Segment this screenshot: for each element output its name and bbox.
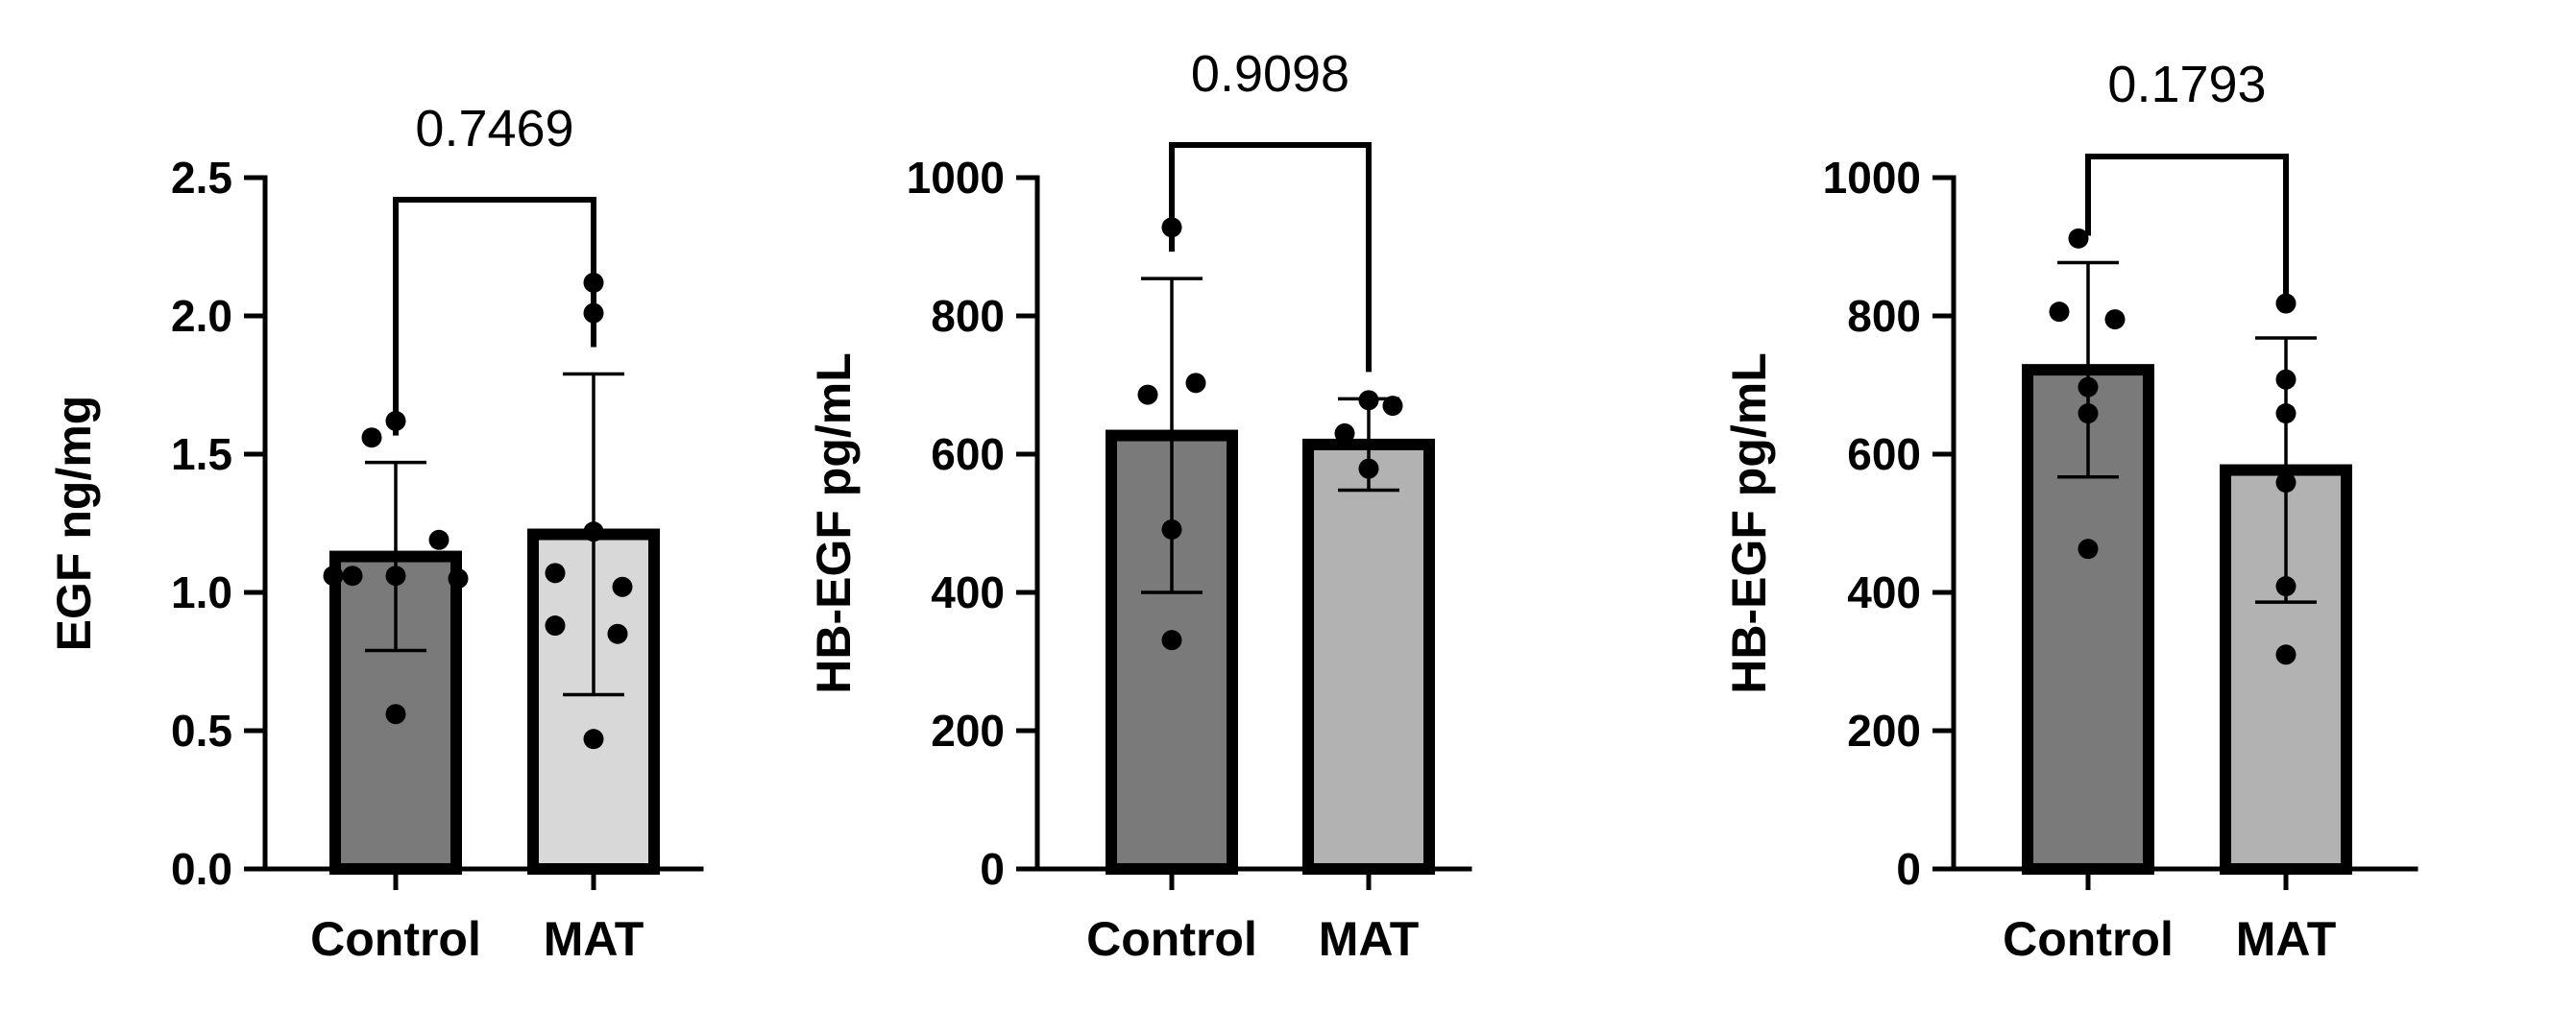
p-value-label: 0.1793 <box>2107 56 2266 113</box>
y-tick-label: 200 <box>931 706 1005 756</box>
y-tick-label: 0 <box>980 844 1005 894</box>
data-point-control <box>2049 301 2070 323</box>
x-tick-label-control: Control <box>310 912 481 966</box>
significance-bracket <box>1169 142 1372 373</box>
data-point-control <box>2078 539 2099 560</box>
data-point-mat <box>612 576 633 597</box>
x-tick-label-mat: MAT <box>1319 912 1420 966</box>
data-point-mat <box>1358 390 1379 411</box>
y-tick-label: 800 <box>931 291 1005 341</box>
error-bar-control <box>365 460 426 653</box>
data-point-control <box>2078 376 2099 398</box>
data-point-control <box>361 427 382 448</box>
x-tick-label-mat: MAT <box>2236 912 2337 966</box>
chart-panel-3: HB-EGF pg/mL 0 200 400 600 800 1000 Control MAT 0… <box>1722 56 2418 966</box>
p-value-label: 0.7469 <box>415 100 573 157</box>
p-value-label: 0.9098 <box>1191 45 1349 103</box>
data-point-mat <box>1334 422 1355 444</box>
y-tick-label: 1000 <box>907 153 1005 203</box>
data-point-mat <box>583 521 604 542</box>
data-point-mat <box>2275 403 2297 424</box>
data-point-mat <box>2275 576 2297 597</box>
y-tick-label: 200 <box>1847 706 1921 756</box>
y-tick-label: 0.5 <box>171 706 232 756</box>
error-bar-control <box>1141 277 1203 594</box>
bar-mat <box>1302 438 1435 875</box>
data-point-mat <box>545 615 566 637</box>
significance-bracket <box>393 197 596 436</box>
data-point-control <box>323 566 344 587</box>
data-point-control <box>1161 630 1182 651</box>
y-tick-label: 800 <box>1847 291 1921 341</box>
data-point-control <box>385 704 406 725</box>
data-point-control <box>2068 228 2089 249</box>
data-point-mat <box>2275 644 2297 665</box>
data-point-control <box>1137 384 1158 405</box>
data-point-control <box>2104 309 2126 330</box>
x-tick-label-control: Control <box>1086 912 1257 966</box>
y-tick-label: 400 <box>931 567 1005 617</box>
data-point-mat <box>583 729 604 750</box>
data-point-mat <box>2275 369 2297 390</box>
y-tick-label: 2.5 <box>171 153 232 203</box>
chart-panel-1: EGF ng/mg 0.0 0.5 1.0 1.5 2.0 2.5 Control MAT 0.7… <box>47 100 704 966</box>
data-point-control <box>1185 373 1206 394</box>
chart-panel-2: HB-EGF pg/mL 0 200 400 600 800 1000 Control MAT 0… <box>807 45 1472 966</box>
data-point-control <box>342 566 363 587</box>
data-point-mat <box>1382 396 1403 417</box>
y-axis-title: EGF ng/mg <box>47 396 101 652</box>
y-axis-title: HB-EGF pg/mL <box>1722 352 1776 694</box>
data-point-control <box>428 529 450 550</box>
y-tick-label: 2.0 <box>171 291 232 341</box>
significance-bracket <box>2085 154 2289 312</box>
y-tick-label: 600 <box>931 429 1005 479</box>
y-tick-label: 600 <box>1847 429 1921 479</box>
y-tick-label: 1.0 <box>171 567 232 617</box>
y-tick-label: 0 <box>1896 844 1921 894</box>
data-point-control <box>1161 518 1182 540</box>
data-point-mat <box>607 623 628 644</box>
data-point-control <box>448 568 469 590</box>
y-tick-label: 1.5 <box>171 429 232 479</box>
y-axis-title: HB-EGF pg/mL <box>807 352 861 694</box>
x-tick-label-mat: MAT <box>544 912 644 966</box>
data-point-mat <box>1358 458 1379 479</box>
y-tick-label: 0.0 <box>171 844 232 894</box>
data-point-mat <box>545 563 566 584</box>
y-tick-label: 1000 <box>1823 153 1921 203</box>
data-point-mat <box>2275 472 2297 494</box>
y-tick-label: 400 <box>1847 567 1921 617</box>
error-bar-control <box>2057 260 2119 479</box>
data-point-control <box>385 566 406 587</box>
x-tick-label-control: Control <box>2003 912 2174 966</box>
data-point-control <box>2078 403 2099 424</box>
